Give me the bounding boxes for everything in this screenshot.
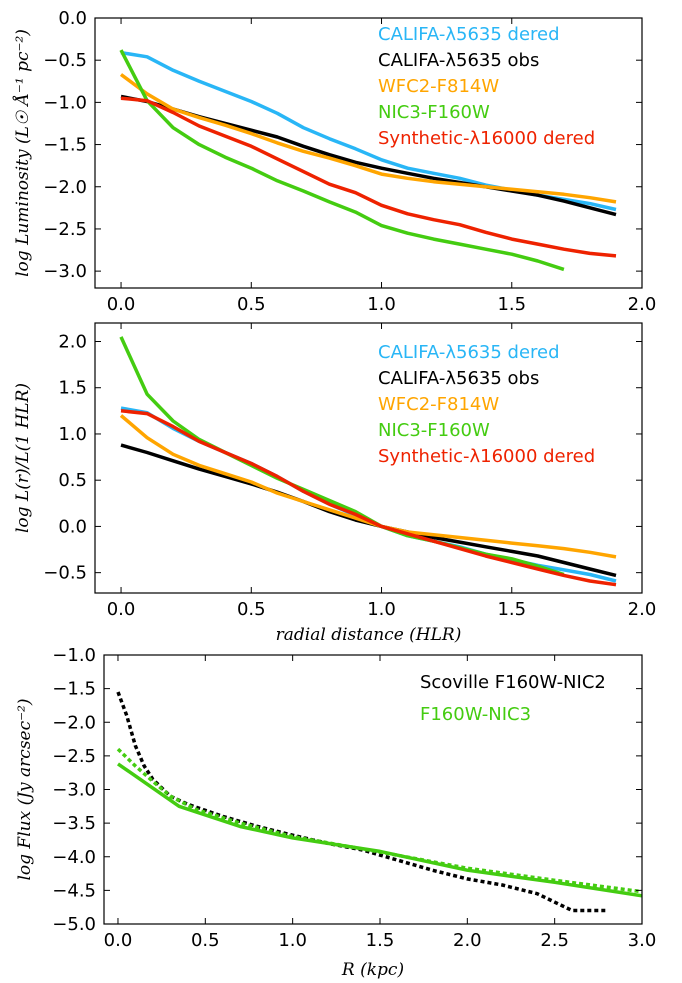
- x-tick-label: 1.5: [366, 930, 395, 951]
- y-tick-label: −0.5: [43, 563, 87, 584]
- x-tick-label: 1.5: [497, 599, 526, 620]
- y-tick-label: 2.0: [58, 331, 87, 352]
- legend-entry: CALIFA-λ5635 dered: [378, 24, 560, 45]
- series-line-wfc2-f814w: [119, 73, 617, 204]
- y-tick-label: 1.5: [58, 378, 87, 399]
- y-tick-label: 0.0: [58, 8, 87, 29]
- legend-entry: CALIFA-λ5635 dered: [378, 342, 560, 363]
- legend-entry: WFC2-F814W: [378, 394, 499, 415]
- legend-entry: Scoville F160W-NIC2: [420, 672, 606, 693]
- x-tick-label: 2.0: [628, 294, 657, 315]
- series-line-synthetic-16000-dered: [120, 96, 617, 258]
- y-tick-label: −1.5: [52, 679, 96, 700]
- y-tick-label: −2.5: [52, 746, 96, 767]
- plot-frame: [94, 17, 643, 289]
- legend-entry: Synthetic-λ16000 dered: [378, 128, 595, 149]
- series-line-nic3-f160w: [119, 336, 565, 577]
- x-tick-label: 0.5: [237, 599, 266, 620]
- x-tick-label: 3.0: [628, 930, 657, 951]
- x-tick-label: 0.0: [104, 930, 133, 951]
- x-tick-label: 0.5: [237, 294, 266, 315]
- x-tick-label: 1.0: [278, 930, 307, 951]
- y-tick-label: 1.0: [58, 424, 87, 445]
- x-tick-label: 0.0: [107, 294, 136, 315]
- legend-entry: NIC3-F160W: [378, 420, 490, 441]
- series-line-califa-5635-dered: [120, 406, 617, 583]
- y-tick-label: −5.0: [52, 914, 96, 935]
- y-tick-label: −3.5: [52, 813, 96, 834]
- y-tick-label: −1.0: [43, 92, 87, 113]
- y-tick-label: 0.0: [58, 516, 87, 537]
- x-tick-label: 1.5: [497, 294, 526, 315]
- x-tick-label: 1.0: [367, 599, 396, 620]
- y-axis-label: log Flux (Jy arcsec⁻²): [15, 698, 35, 880]
- x-tick-label: 0.5: [191, 930, 220, 951]
- y-tick-label: −1.5: [43, 135, 87, 156]
- y-tick-label: −1.0: [52, 645, 96, 666]
- panel-luminosity: 0.0 0.5 1.0 1.5 2.0 0.0 −0.5 −1.0 −1.5 −2.0 −2.5 −3…: [12, 8, 656, 315]
- y-tick-label: −2.0: [52, 712, 96, 733]
- y-tick-label: 0.5: [58, 470, 87, 491]
- series-line-synthetic-16000-dered: [120, 409, 617, 587]
- legend-entry: F160W-NIC3: [420, 704, 531, 725]
- x-axis-label: radial distance (HLR): [276, 625, 462, 645]
- y-tick-label: −2.0: [43, 177, 87, 198]
- y-tick-label: −4.0: [52, 847, 96, 868]
- x-tick-label: 0.0: [107, 599, 136, 620]
- x-tick-label: 2.5: [540, 930, 569, 951]
- y-tick-label: −4.5: [52, 880, 96, 901]
- x-axis-label: R (kpc): [341, 960, 404, 980]
- legend-entry: WFC2-F814W: [378, 76, 499, 97]
- x-tick-label: 1.0: [367, 294, 396, 315]
- y-tick-label: −3.0: [43, 261, 87, 282]
- y-tick-label: −2.5: [43, 219, 87, 240]
- series-line-unnamed-2: [117, 762, 643, 898]
- y-tick-label: −3.0: [52, 780, 96, 801]
- legend-entry: NIC3-F160W: [378, 102, 490, 123]
- x-tick-label: 2.0: [453, 930, 482, 951]
- panel-normalized-luminosity: 0.0 0.5 1.0 1.5 2.0 2.0 1.5 1.0 0.5 0.0 −0.5 log L(…: [13, 322, 657, 645]
- x-tick-label: 2.0: [628, 599, 657, 620]
- panel-flux: 0.0 0.5 1.0 1.5 2.0 2.5 3.0 −1.0 −1.5 −2.0 −2.5 −3.…: [15, 645, 656, 980]
- y-axis-label: log L(r)/L(1 HLR): [13, 383, 33, 533]
- legend-entry: Synthetic-λ16000 dered: [378, 446, 595, 467]
- y-axis-label: log Luminosity (L☉ Å⁻¹ pc⁻²): [12, 29, 33, 277]
- y-tick-label: −0.5: [43, 50, 87, 71]
- series-line-nic3-f160w: [119, 49, 565, 272]
- legend-entry: CALIFA-λ5635 obs: [378, 50, 539, 71]
- plot-frame: [94, 322, 643, 594]
- series-line-f160w-nic3: [116, 747, 643, 894]
- legend-entry: CALIFA-λ5635 obs: [378, 368, 539, 389]
